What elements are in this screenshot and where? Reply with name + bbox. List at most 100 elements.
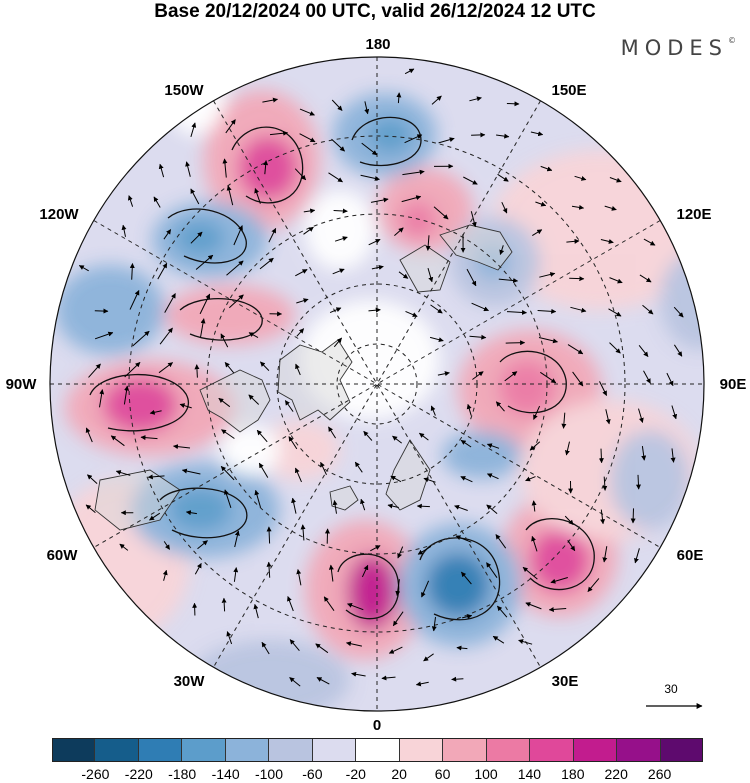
contour-line — [499, 350, 567, 414]
wind-vector-arrow — [425, 235, 431, 251]
positive-anomaly-core — [400, 202, 436, 238]
wind-vector-arrow — [370, 197, 389, 203]
wind-vector-arrow — [405, 310, 418, 317]
wind-vector-arrow — [121, 224, 127, 237]
positive-anomaly-core — [499, 360, 555, 416]
wind-vector-arrow — [486, 562, 498, 578]
negative-anomaly-core — [168, 488, 232, 532]
wind-vector-arrow — [248, 332, 259, 339]
wind-vector-arrow — [461, 571, 472, 585]
greenland-outline — [277, 339, 353, 421]
wind-vector-arrow — [266, 561, 272, 578]
wind-vector-arrow — [430, 304, 443, 314]
wind-vector-arrow — [643, 238, 656, 246]
wind-vector-arrow — [289, 677, 301, 687]
wind-vector-arrow — [284, 400, 294, 412]
wind-vector-arrow — [316, 677, 330, 685]
wind-vector-arrow — [288, 436, 298, 450]
wind-vector-arrow — [248, 394, 260, 405]
negative-anomaly — [55, 265, 165, 355]
wind-vector-arrow — [185, 510, 197, 516]
negative-anomaly-core — [426, 553, 490, 617]
wind-vector-arrow — [157, 262, 168, 280]
colorbar-tick-label: -60 — [302, 766, 323, 782]
wind-vector-arrow — [200, 318, 206, 338]
wind-vector-arrow — [328, 564, 334, 582]
wind-vector-arrow — [360, 498, 366, 511]
wind-vector-arrow — [466, 403, 472, 416]
wind-vector-arrow — [179, 403, 192, 409]
wind-vector-arrow — [602, 546, 608, 563]
wind-vector-arrow — [149, 409, 162, 415]
wind-vector-arrow — [233, 567, 239, 582]
wind-vector-arrow — [639, 274, 652, 283]
wind-vector-arrow — [463, 176, 478, 185]
colorbar-segment — [182, 738, 226, 762]
wind-vector-arrow — [190, 188, 200, 205]
wind-vector-arrow — [153, 196, 161, 208]
longitude-label-90e: 90E — [719, 376, 747, 393]
colorbar-segment — [95, 738, 139, 762]
longitude-label-150e: 150E — [551, 82, 587, 99]
wind-vector-arrow — [673, 306, 684, 318]
wind-vector-arrow — [140, 435, 158, 441]
wind-vector-arrow — [427, 267, 434, 283]
wind-vector-arrow — [220, 466, 235, 481]
wind-vector-arrow — [127, 195, 134, 207]
wind-vector-arrow — [504, 371, 518, 382]
wind-vector-arrow — [381, 675, 396, 681]
wind-vector-arrow — [331, 138, 345, 152]
wind-vector-arrow — [535, 201, 547, 207]
colorbar-segment — [443, 738, 487, 762]
wind-vector-arrow — [94, 308, 109, 314]
wind-vector-arrow — [233, 225, 243, 246]
wind-vector-arrow — [164, 293, 176, 313]
wind-vector-arrow — [392, 611, 404, 627]
longitude-label-120e: 120E — [676, 206, 712, 223]
wind-vector-arrow — [123, 385, 130, 405]
reference-vector-label: 30 — [664, 682, 678, 696]
wind-vector-arrow — [299, 133, 316, 143]
wind-vector-arrow — [564, 441, 570, 456]
wind-vector-arrow — [564, 515, 574, 525]
wind-vector-arrow — [395, 579, 401, 596]
wind-vector-arrow — [600, 239, 614, 244]
wind-vector-arrow — [531, 535, 538, 552]
wind-vector-arrow — [226, 185, 234, 206]
modes-logo: MODES© — [620, 36, 736, 60]
wind-vector-arrow — [567, 540, 576, 552]
colorbar-tick-label: -140 — [211, 766, 240, 782]
colorbar-segment — [486, 738, 531, 762]
wind-vector-arrow — [602, 476, 608, 491]
map-border-circle — [49, 56, 705, 712]
colorbar-tick-label: 140 — [517, 766, 542, 782]
wind-vector-arrow — [431, 617, 437, 632]
wind-vector-arrow — [538, 337, 558, 344]
wind-vector-arrow — [570, 306, 587, 313]
wind-vector-arrow — [361, 142, 378, 156]
wind-vector-arrow — [608, 308, 622, 317]
contour-line — [231, 126, 304, 204]
wind-vector-arrow — [505, 340, 526, 346]
colorbar-segment — [573, 738, 618, 762]
colorbar-tick-label: 20 — [391, 766, 407, 782]
wind-vector-arrow — [185, 161, 191, 177]
wind-vector-arrow — [415, 681, 429, 687]
wind-vector-arrow — [532, 229, 543, 237]
wind-vector-arrow — [630, 508, 636, 524]
wind-vector-arrow — [268, 227, 277, 243]
wind-vector-arrow — [569, 276, 585, 282]
wind-vector-arrow — [635, 474, 641, 490]
wind-vector-arrow — [460, 439, 472, 448]
wind-vector-arrow — [181, 468, 201, 475]
colorbar-tick-label: 260 — [647, 766, 672, 782]
wind-vector-arrow — [548, 606, 567, 612]
land-outlines — [94, 224, 513, 531]
longitude-label-90w: 90W — [5, 376, 37, 393]
wind-vector-arrow — [466, 268, 477, 287]
positive-anomaly-core — [102, 377, 178, 433]
wind-vector-arrow — [641, 446, 647, 461]
colorbar-tick-label: 220 — [604, 766, 628, 782]
wind-vector-arrow — [404, 68, 415, 75]
wind-vector-arrow — [401, 195, 422, 203]
